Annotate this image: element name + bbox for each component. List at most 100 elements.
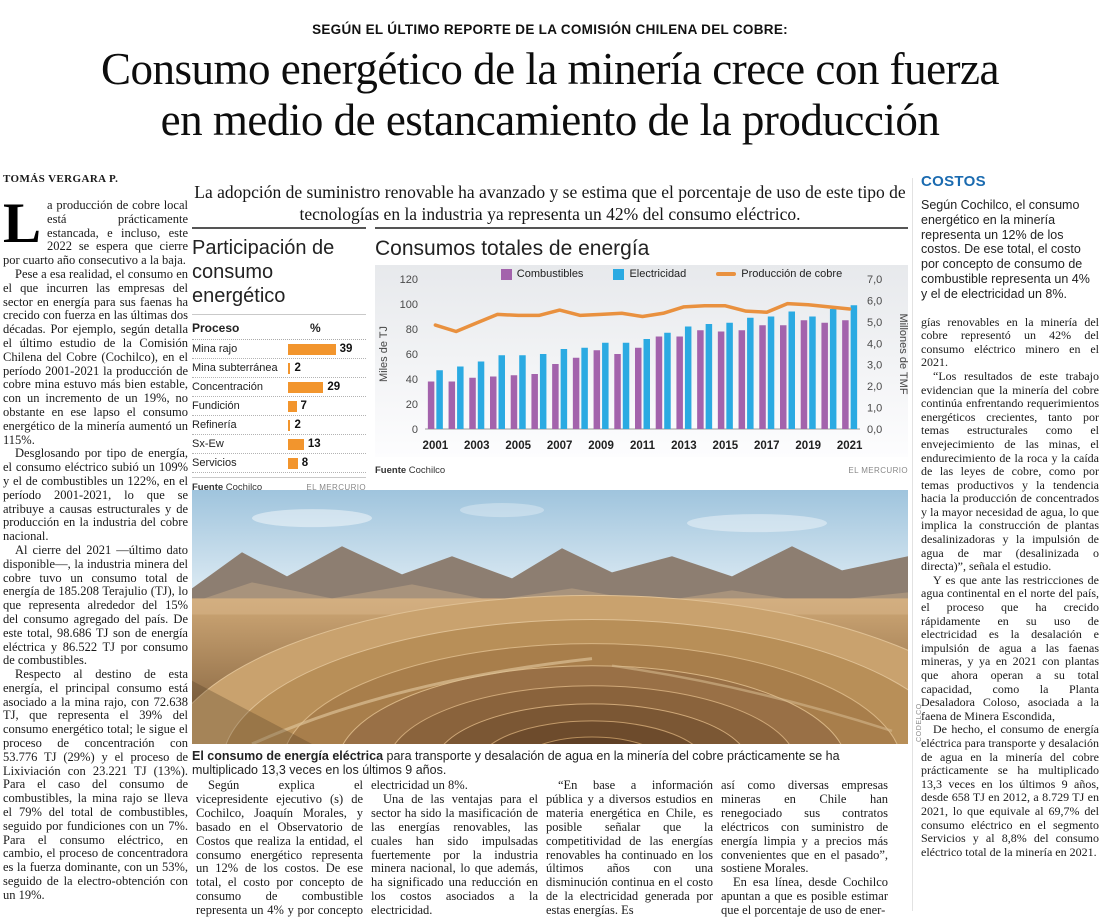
percent-bar — [288, 343, 336, 355]
svg-text:100: 100 — [400, 299, 418, 311]
svg-text:2019: 2019 — [795, 440, 821, 452]
process-label: Mina rajo — [192, 343, 238, 355]
legend-label: Combustibles — [516, 268, 584, 280]
article-column-3: “En base a información pública y a diver… — [546, 779, 713, 918]
mine-photo-art — [192, 490, 908, 744]
table-row: Mina subterránea 2 — [192, 359, 366, 378]
paragraph: gías renovables en la minería del cobre … — [921, 314, 1099, 370]
chart-legend: Combustibles Electricidad Producción de co… — [445, 268, 898, 280]
process-table: Participación de consumo energético Proc… — [192, 227, 366, 493]
paragraph: Desglosando por tipo de energía, el cons… — [3, 446, 188, 544]
svg-text:2003: 2003 — [464, 440, 490, 452]
caption-lead: El consumo de energía eléctrica — [192, 749, 384, 763]
chart-title: Consumos totales de energía — [375, 237, 650, 260]
svg-text:2009: 2009 — [588, 440, 614, 452]
percent-value: 8 — [301, 457, 309, 469]
percent-bar — [288, 419, 291, 431]
svg-text:2017: 2017 — [754, 440, 780, 452]
page-title: Consumo energético de la minería crece c… — [0, 44, 1100, 146]
table-row: Servicios 8 — [192, 454, 366, 473]
percent-bar — [288, 362, 291, 374]
paragraph: “En base a información pública y a diver… — [546, 779, 713, 918]
legend-label: Electricidad — [629, 268, 687, 280]
svg-text:80: 80 — [406, 324, 418, 336]
sidebar-heading: COSTOS — [921, 173, 986, 190]
paragraph: Respecto al destino de esta energía, el … — [3, 667, 188, 902]
legend-item: Electricidad — [613, 268, 686, 280]
legend-item: Combustibles — [500, 268, 584, 280]
percent-value: 13 — [307, 438, 321, 450]
percent-bar — [288, 438, 304, 450]
table-header: Proceso % — [192, 317, 366, 340]
divider — [912, 178, 913, 911]
divider — [375, 227, 908, 229]
percent-bar — [288, 400, 297, 412]
svg-text:Miles de TJ: Miles de TJ — [378, 326, 390, 382]
divider — [192, 227, 366, 229]
source: Fuente Cochilco — [192, 482, 263, 493]
svg-text:20: 20 — [406, 399, 418, 411]
svg-text:1,0: 1,0 — [867, 403, 882, 415]
sidebar-body: gías renovables en la minería del cobre … — [921, 314, 1099, 860]
byline: TOMÁS VERGARA P. — [3, 173, 119, 185]
chart-source-row: Fuente Cochilco EL MERCURIO — [375, 461, 908, 476]
lead-paragraph: La adopción de suministro renovable ha a… — [194, 182, 906, 224]
divider — [192, 314, 366, 315]
legend-swatch-icon — [613, 268, 625, 280]
svg-text:3,0: 3,0 — [867, 360, 882, 372]
drop-cap: L — [3, 199, 42, 255]
svg-text:2011: 2011 — [630, 440, 656, 452]
article-column-2: electricidad un 8%. Una de las ventajas … — [371, 779, 538, 918]
costs-sidebar: COSTOS Según Cochilco, el consumo energé… — [921, 173, 1099, 915]
paragraph: En esa línea, desde Cochilco apuntan a q… — [721, 875, 888, 918]
paragraph: electricidad un 8%. — [371, 779, 468, 792]
svg-text:2013: 2013 — [671, 440, 697, 452]
svg-text:5,0: 5,0 — [867, 317, 882, 329]
svg-text:0: 0 — [412, 424, 418, 436]
percent-value: 29 — [327, 381, 341, 393]
legend-item: Producción de cobre — [716, 268, 842, 280]
headline-line-1: Consumo energético de la minería crece c… — [101, 44, 999, 94]
svg-text:0,0: 0,0 — [867, 424, 882, 436]
svg-text:40: 40 — [406, 374, 418, 386]
table-source-row: Fuente Cochilco EL MERCURIO — [192, 477, 366, 493]
paragraph: Y es que ante las restricciones de agua … — [921, 572, 1099, 723]
caption-rest: para transporte y desalación de agua en … — [192, 749, 840, 777]
kicker: SEGÚN EL ÚLTIMO REPORTE DE LA COMISIÓN C… — [312, 22, 788, 37]
svg-text:2007: 2007 — [547, 440, 573, 452]
table-row: Sx-Ew 13 — [192, 435, 366, 454]
table-row: Fundición 7 — [192, 397, 366, 416]
process-label: Mina subterránea — [192, 362, 278, 374]
svg-text:120: 120 — [400, 274, 418, 286]
percent-bar — [288, 381, 324, 393]
process-label: Fundición — [192, 400, 240, 412]
svg-text:Millones de TMF: Millones de TMF — [897, 313, 908, 394]
sidebar-summary: Según Cochilco, el consumo energético en… — [921, 198, 1090, 301]
svg-text:60: 60 — [406, 349, 418, 361]
percent-value: 2 — [294, 362, 301, 374]
publisher-credit: EL MERCURIO — [306, 483, 366, 492]
table-row: Refinería 2 — [192, 416, 366, 435]
legend-swatch-icon — [500, 268, 512, 280]
paragraph: De hecho, el consumo de energía eléctric… — [921, 722, 1099, 859]
paragraph: “Los resultados de este trabajo evidenci… — [921, 368, 1099, 574]
article-column-4: así como diversas empresas mineras en Ch… — [721, 779, 888, 918]
photo-caption: El consumo de energía eléctrica para tra… — [192, 749, 908, 777]
process-label: Concentración — [192, 381, 263, 393]
process-label: Refinería — [192, 419, 237, 431]
percent-bar — [288, 457, 298, 469]
publisher-credit: EL MERCURIO — [848, 466, 908, 475]
process-label: Sx-Ew — [192, 438, 224, 450]
legend-swatch-icon — [716, 272, 737, 276]
paragraph: así como diversas empresas mineras en Ch… — [721, 779, 888, 876]
process-table-rows: Mina rajo 39 Mina subterránea 2 Concentració… — [192, 340, 366, 473]
paragraph: Según explica el vicepresidente ejecutiv… — [196, 779, 363, 918]
svg-text:2,0: 2,0 — [867, 381, 882, 393]
table-title: Participación de consumo energético — [192, 237, 335, 307]
svg-text:2005: 2005 — [505, 440, 531, 452]
process-label: Servicios — [192, 457, 237, 469]
svg-text:6,0: 6,0 — [867, 295, 882, 307]
paragraph: Pese a esa realidad, el consumo en el qu… — [3, 266, 188, 447]
energy-chart: Consumos totales de energía Combustibles… — [375, 227, 908, 476]
